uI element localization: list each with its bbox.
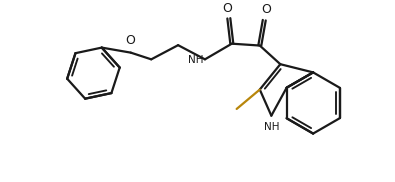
Text: O: O bbox=[125, 34, 135, 47]
Text: O: O bbox=[261, 3, 271, 16]
Text: NH: NH bbox=[188, 55, 203, 65]
Text: NH: NH bbox=[264, 122, 280, 132]
Text: O: O bbox=[222, 2, 232, 15]
